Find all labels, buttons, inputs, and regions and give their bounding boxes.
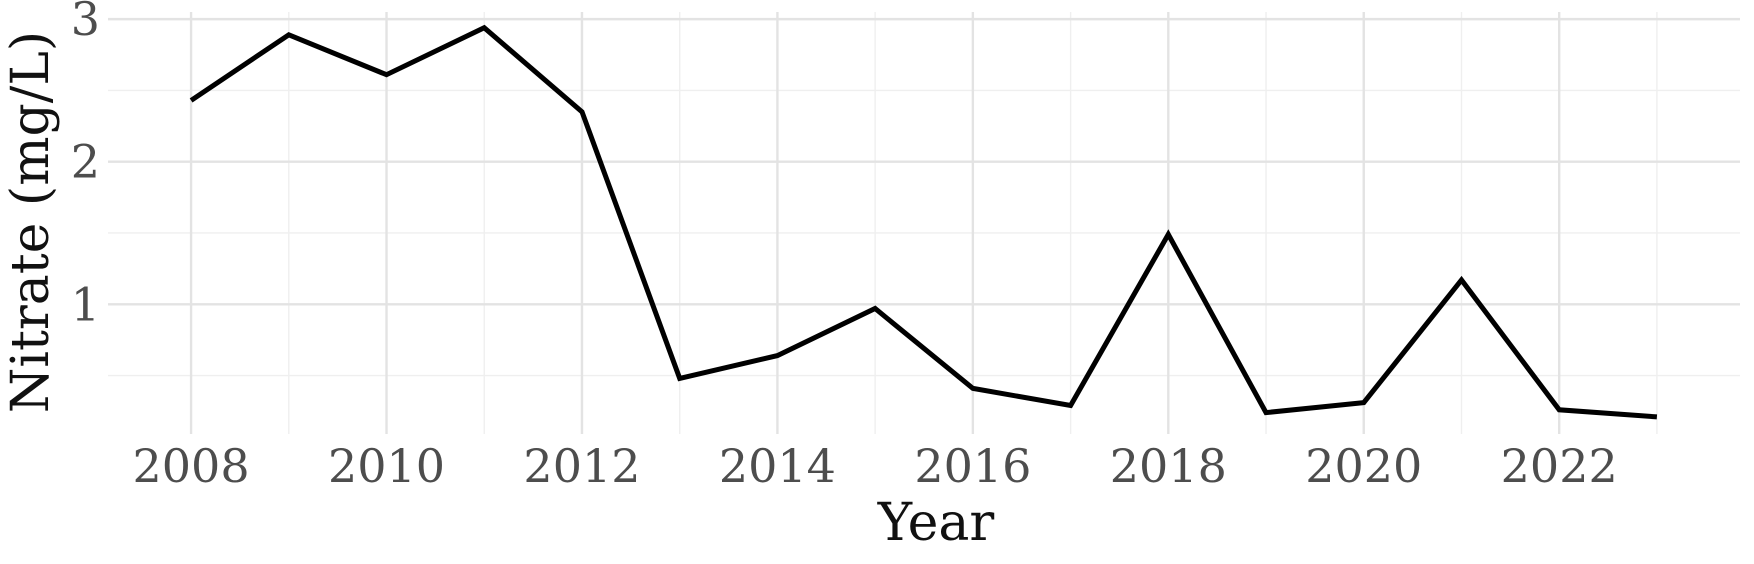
major-gridlines-y [108, 17, 1740, 306]
y-tick-label: 3 [71, 0, 100, 46]
y-axis-title: Nitrate (mg/L) [1, 31, 61, 413]
y-tick-labels: 1 2 3 [71, 0, 100, 331]
x-tick-label: 2016 [914, 439, 1031, 493]
x-axis-title: Year [877, 493, 995, 553]
series-line [189, 24, 1658, 420]
x-tick-labels: 2008 2010 2012 2014 2016 2018 2020 2022 [133, 439, 1618, 493]
x-tick-label: 2022 [1501, 439, 1618, 493]
x-tick-label: 2010 [328, 439, 445, 493]
y-tick-label: 2 [71, 135, 100, 189]
minor-gridlines-x [288, 12, 1658, 434]
major-gridlines-x [189, 12, 1561, 434]
x-tick-label: 2012 [523, 439, 640, 493]
x-tick-label: 2018 [1110, 439, 1227, 493]
y-tick-label: 1 [71, 277, 100, 331]
x-tick-label: 2014 [719, 439, 836, 493]
x-tick-label: 2008 [133, 439, 250, 493]
series-group [189, 24, 1658, 420]
minor-gridlines-y [108, 89, 1740, 377]
x-tick-label: 2020 [1305, 439, 1422, 493]
